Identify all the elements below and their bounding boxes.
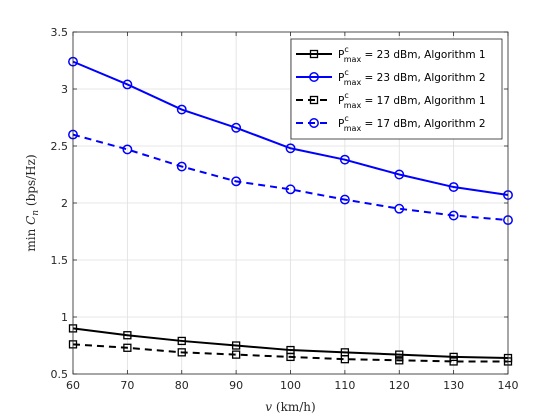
data-point-marker — [286, 352, 295, 362]
data-point-marker — [231, 350, 241, 359]
y-tick-label: 3 — [61, 83, 68, 96]
series-1 — [68, 324, 513, 363]
x-tick-label: 120 — [389, 379, 410, 392]
y-tick-label: 0.5 — [51, 368, 69, 381]
legend-label-main: P — [338, 49, 344, 61]
legend-marker-sample — [309, 95, 319, 105]
legend-label-main: P — [338, 72, 344, 84]
data-point-marker — [231, 341, 241, 350]
x-tick-label: 60 — [66, 379, 80, 392]
data-point-marker — [231, 176, 242, 187]
x-axis-label: v (km/h) — [265, 400, 315, 414]
legend-label-sup: c — [344, 45, 348, 54]
data-point-marker — [395, 350, 404, 359]
legend: Pc max = 23 dBm, Algorithm 1Pc max = 23 dB… — [290, 38, 503, 140]
data-point-marker — [394, 203, 405, 214]
data-point-marker — [448, 182, 459, 192]
series-layer — [68, 56, 513, 366]
legend-label-sub: max — [344, 101, 362, 110]
legend-label-rest: = 23 dBm, Algorithm 2 — [361, 72, 485, 84]
series-line — [72, 60, 509, 197]
legend-label-sup: c — [344, 91, 348, 100]
legend-item: Pc max = 23 dBm, Algorithm 1 — [296, 45, 486, 64]
x-tick-label: 100 — [280, 379, 301, 392]
series-line — [72, 327, 509, 360]
x-tick-label: 140 — [498, 379, 519, 392]
legend-label-sup: c — [344, 114, 348, 123]
legend-label: Pc max = 23 dBm, Algorithm 2 — [338, 68, 486, 87]
series-4 — [68, 129, 513, 226]
legend-marker-sample — [309, 72, 319, 82]
data-point-marker — [449, 357, 458, 366]
y-tick-label: 3.5 — [51, 26, 69, 39]
data-point-marker — [449, 352, 458, 362]
data-point-marker — [395, 356, 404, 365]
x-tick-label: 80 — [175, 379, 189, 392]
data-point-marker — [176, 104, 187, 115]
legend-item: Pc max = 17 dBm, Algorithm 2 — [296, 114, 486, 133]
series-2 — [68, 56, 513, 200]
legend-label-sub: max — [344, 55, 362, 64]
series-line — [72, 343, 508, 363]
data-point-marker — [339, 154, 350, 165]
data-point-marker — [123, 343, 132, 352]
x-tick-label: 90 — [229, 379, 243, 392]
y-tick-label: 2.5 — [51, 140, 69, 153]
legend-label: Pc max = 23 dBm, Algorithm 1 — [338, 45, 486, 64]
data-point-marker — [123, 331, 132, 340]
legend-label: Pc max = 17 dBm, Algorithm 1 — [338, 91, 486, 110]
legend-label-rest: = 23 dBm, Algorithm 1 — [361, 49, 485, 61]
data-point-marker — [231, 122, 242, 133]
data-point-marker — [177, 348, 186, 357]
axis-ticks: 60 70 80 90 100 110 120 130 140 0.5 1 1.5 2 2.5 3 3.5 — [51, 26, 519, 392]
legend-label-sub: max — [344, 78, 362, 87]
legend-marker-sample — [309, 49, 319, 59]
legend-item: Pc max = 23 dBm, Algorithm 2 — [296, 68, 486, 87]
data-point-marker — [285, 143, 296, 154]
legend-label-sup: c — [344, 68, 348, 77]
legend-marker-sample — [309, 118, 319, 128]
legend-label-rest: = 17 dBm, Algorithm 1 — [361, 95, 485, 107]
legend-label-main: P — [338, 118, 344, 130]
series-line — [72, 133, 509, 222]
data-point-marker — [122, 144, 133, 155]
y-tick-label: 1 — [61, 311, 68, 324]
data-point-marker — [176, 161, 187, 172]
x-tick-label: 110 — [334, 379, 355, 392]
data-point-marker — [122, 79, 133, 90]
legend-label-main: P — [338, 95, 344, 107]
data-point-marker — [394, 169, 405, 180]
x-tick-label: 70 — [120, 379, 134, 392]
x-tick-label: 130 — [443, 379, 464, 392]
legend-item: Pc max = 17 dBm, Algorithm 1 — [296, 91, 486, 110]
y-axis-label: min Cn (bps/Hz) — [24, 154, 41, 251]
y-tick-label: 1.5 — [51, 254, 69, 267]
data-point-marker — [340, 355, 350, 364]
legend-label-sub: max — [344, 124, 362, 133]
legend-label: Pc max = 17 dBm, Algorithm 2 — [338, 114, 486, 133]
data-point-marker — [339, 194, 350, 205]
data-point-marker — [448, 210, 459, 221]
data-point-marker — [177, 336, 186, 346]
legend-label-rest: = 17 dBm, Algorithm 2 — [361, 118, 485, 130]
data-point-marker — [285, 184, 296, 195]
y-tick-label: 2 — [61, 197, 68, 210]
